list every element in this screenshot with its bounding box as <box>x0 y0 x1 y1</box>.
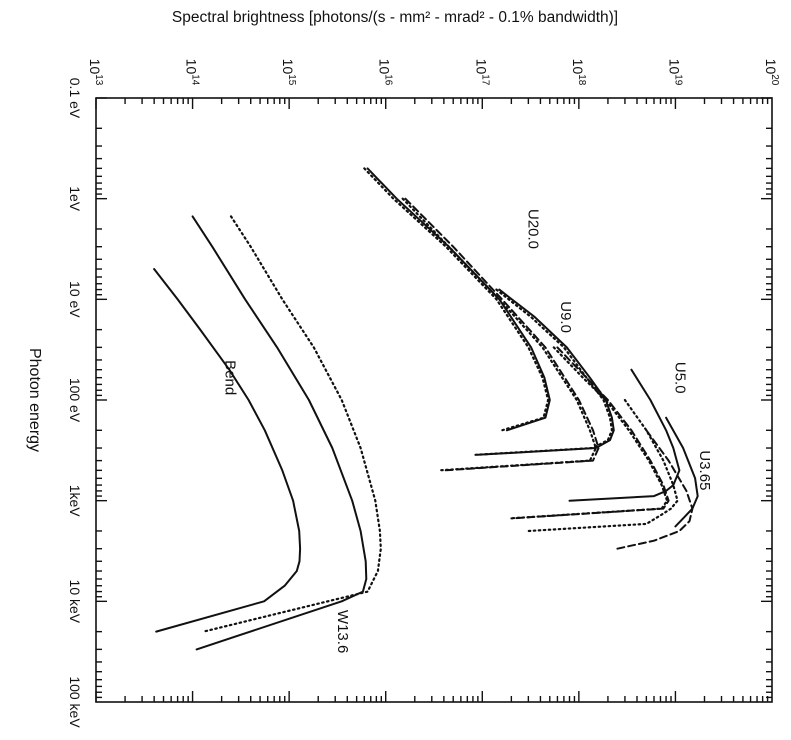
x-tick-label: 100 keV <box>67 676 83 728</box>
y-tick-label: 1015 <box>280 59 297 86</box>
y-tick-label: 1020 <box>763 59 780 86</box>
x-axis-title: Photon energy <box>26 348 43 452</box>
series-line-8 <box>476 288 615 456</box>
series-line-15 <box>616 429 694 550</box>
y-tick-label: 1013 <box>87 59 104 86</box>
curve-label: U3.65 <box>696 450 713 490</box>
curve-label: U5.0 <box>671 362 688 394</box>
y-tick-label: 1018 <box>570 59 587 86</box>
y-tick-label: 1019 <box>666 59 683 86</box>
series-line-7 <box>401 197 598 472</box>
y-axis-title: Spectral brightness [photons/(s - mm² - … <box>172 9 618 26</box>
y-tick-label: 1017 <box>473 59 490 86</box>
series-line-14 <box>665 416 699 528</box>
curve-label: U20.0 <box>524 209 541 249</box>
x-tick-label: 10 eV <box>67 281 83 318</box>
series-line-12 <box>568 368 681 502</box>
x-tick-label: 100 eV <box>67 378 83 423</box>
plot-frame <box>95 97 773 703</box>
series-line-1 <box>153 268 302 633</box>
series-layer <box>153 167 699 651</box>
series-line-9 <box>474 288 614 456</box>
y-tick-labels: 1013 1014 1015 1016 1017 1018 1019 1020 <box>87 59 780 86</box>
annotation-layer: Bend W13.6 U20.0 U9.0 U5.0 U3.65 <box>222 209 713 653</box>
series-line-6 <box>404 197 600 472</box>
series-line-2 <box>191 215 368 651</box>
x-tick-label: 10 keV <box>67 580 83 624</box>
y-tick-label: 1014 <box>184 59 201 86</box>
curve-label: U9.0 <box>557 301 574 333</box>
series-line-5 <box>363 167 550 432</box>
series-line-3 <box>202 215 382 633</box>
x-tick-label: 1eV <box>67 186 83 212</box>
y-tick-label: 1016 <box>377 59 394 86</box>
series-line-13 <box>527 398 679 533</box>
curve-label: W13.6 <box>334 610 351 653</box>
series-line-4 <box>366 167 551 432</box>
series-line-11 <box>508 346 669 520</box>
x-tick-label: 1keV <box>67 485 83 518</box>
series-line-10 <box>510 346 670 520</box>
axis-ticks <box>95 97 772 702</box>
curve-label: Bend <box>222 360 239 395</box>
x-tick-labels: 0.1 eV 1eV 10 eV 100 eV 1keV 10 keV 100 keV <box>67 78 83 729</box>
x-tick-label: 0.1 eV <box>67 78 83 119</box>
